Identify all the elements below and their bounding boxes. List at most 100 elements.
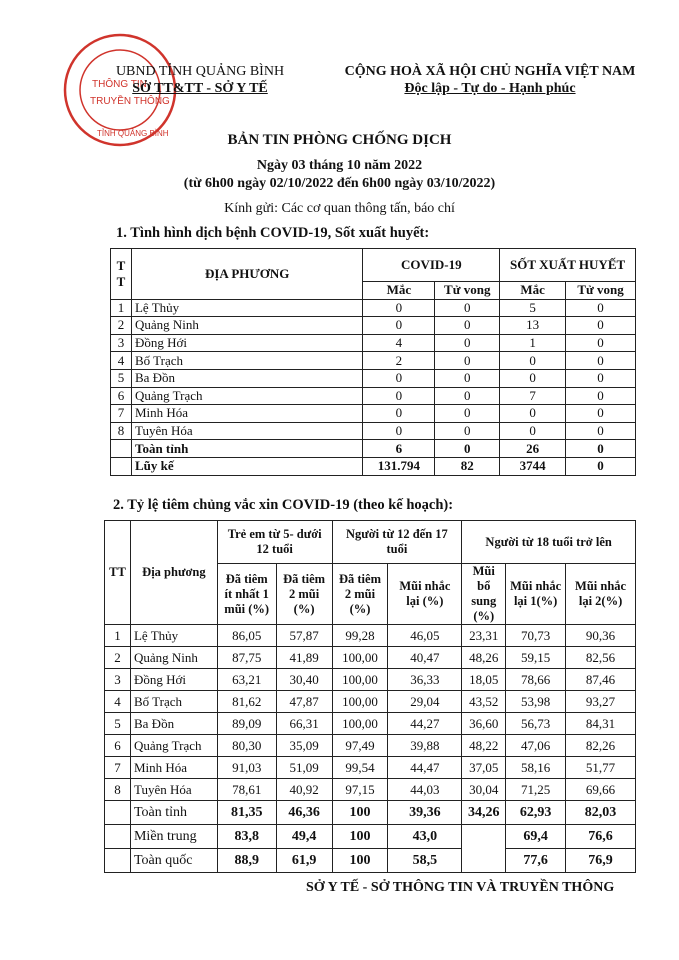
table-cell: 1 <box>499 333 567 353</box>
table-cell: 62,93 <box>505 800 567 825</box>
col-covid-deaths: Tử vong <box>434 281 501 300</box>
table-cell: Toàn tỉnh <box>130 439 364 458</box>
table-cell: 3 <box>110 333 132 353</box>
table-cell: 40,92 <box>275 778 333 801</box>
table-cell: 88,9 <box>216 848 277 873</box>
table-cell: 43,0 <box>387 824 463 849</box>
table-cell: 0 <box>499 421 567 441</box>
table-row: 1 Lệ Thủy 0 0 5 0 <box>110 298 636 318</box>
table-cell: 87,46 <box>565 668 636 691</box>
table-cell: 1 <box>104 624 131 647</box>
table-cell: 0 <box>565 386 636 406</box>
table-cell: 2 <box>110 316 132 335</box>
table-cell: 70,73 <box>505 624 567 647</box>
table-cell <box>110 456 132 476</box>
table-cell: 0 <box>362 404 436 423</box>
table-cell: 59,15 <box>505 646 567 669</box>
table-cell: Tuyên Hóa <box>129 778 218 801</box>
table-cell: Quảng Ninh <box>129 646 218 669</box>
table-cell: 41,89 <box>275 646 333 669</box>
table-cell: Quảng Ninh <box>130 316 364 335</box>
table-cell: 44,03 <box>387 778 463 801</box>
table-cell: 0 <box>434 404 501 423</box>
table-cell: 30,04 <box>461 778 507 801</box>
section2-heading: 2. Tỷ lệ tiêm chủng vắc xin COVID-19 (th… <box>113 497 454 513</box>
table-cell: 4 <box>110 351 132 370</box>
table-cell: 0 <box>565 421 636 441</box>
col-c3: Đã tiêm 2 mũi (%) <box>331 563 389 625</box>
table-cell: 82,56 <box>565 646 636 669</box>
table-cell: 4 <box>362 333 436 353</box>
table-cell: 76,6 <box>565 824 636 849</box>
table-cell: 8 <box>104 778 131 801</box>
table-cell: 0 <box>565 404 636 423</box>
table-cell: 0 <box>434 421 501 441</box>
table-cell: 44,27 <box>387 712 463 735</box>
table-cell: 0 <box>499 368 567 388</box>
table-cell: Tuyên Hóa <box>130 421 364 441</box>
table-cell: 26 <box>499 439 567 458</box>
merged-empty-cell <box>461 824 507 873</box>
disease-table: T T ĐỊA PHƯƠNG COVID-19 SỐT XUẤT HUYẾT Mắc T… <box>110 248 636 476</box>
table-cell: 58,16 <box>505 756 567 779</box>
table-row: 6 Quảng Trạch 80,30 35,09 97,49 39,88 48,22 47,… <box>104 734 636 757</box>
table-row: Toàn tỉnh 81,35 46,36 100 39,36 34,26 62,93 82,… <box>104 800 636 825</box>
col-covid: COVID-19 <box>362 248 501 282</box>
table-row: Miền trung 83,8 49,4 100 43,0 69,4 76,6 <box>104 824 636 873</box>
vaccination-table: TT Địa phương Trẻ em từ 5- dưới 12 tuổi Ngư… <box>104 520 636 873</box>
col-c6: Mũi nhắc lại 1(%) <box>505 563 567 625</box>
col-covid-cases: Mắc <box>362 281 436 300</box>
national-title: CỘNG HOÀ XÃ HỘI CHỦ NGHĨA VIỆT NAM <box>344 64 636 79</box>
table-cell: 0 <box>362 421 436 441</box>
table-cell: 57,87 <box>275 624 333 647</box>
table-cell: 0 <box>565 439 636 458</box>
table-cell: 100,00 <box>331 712 389 735</box>
table-cell: 58,5 <box>387 848 463 873</box>
table-row: Toàn quốc 88,9 61,9 100 58,5 77,6 76,9 <box>104 848 636 873</box>
table-cell: 78,61 <box>216 778 277 801</box>
table-cell: 66,31 <box>275 712 333 735</box>
table-cell: 36,33 <box>387 668 463 691</box>
table-cell: 0 <box>362 316 436 335</box>
col-place: ĐỊA PHƯƠNG <box>130 248 364 300</box>
table-cell: 82,26 <box>565 734 636 757</box>
col-sxh-deaths: Tử vong <box>565 281 636 300</box>
table-cell: 100,00 <box>331 690 389 713</box>
table-cell: 3744 <box>499 456 567 476</box>
table-cell: 0 <box>565 298 636 318</box>
table-row: 5 Ba Đồn 0 0 0 0 <box>110 368 636 388</box>
group-children: Trẻ em từ 5- dưới 12 tuổi <box>216 520 333 564</box>
table-cell: 81,35 <box>216 800 277 825</box>
bulletin-title: BẢN TIN PHÒNG CHỐNG DỊCH <box>227 132 452 148</box>
svg-text:THÔNG TIN: THÔNG TIN <box>92 77 147 90</box>
table-cell: Quảng Trạch <box>129 734 218 757</box>
table-cell: 0 <box>434 316 501 335</box>
table-cell: 61,9 <box>275 848 333 873</box>
table-row: 5 Ba Đồn 89,09 66,31 100,00 44,27 36,60 56,73 84… <box>104 712 636 735</box>
col-tt: T T <box>110 248 132 300</box>
table-cell: 0 <box>499 404 567 423</box>
table-cell: 5 <box>499 298 567 318</box>
table-row: 8 Tuyên Hóa 0 0 0 0 <box>110 421 636 441</box>
table-cell: 51,09 <box>275 756 333 779</box>
table-cell: 78,66 <box>505 668 567 691</box>
table-row: 7 Minh Hóa 0 0 0 0 <box>110 404 636 423</box>
table-cell: 100 <box>331 848 389 873</box>
table-cell: 0 <box>434 351 501 370</box>
footer-signature: SỞ Y TẾ - SỞ THÔNG TIN VÀ TRUYỀN THÔNG <box>306 880 615 895</box>
table-cell <box>104 800 131 825</box>
national-motto: Độc lập - Tự do - Hạnh phúc <box>404 81 576 96</box>
table-cell: 4 <box>104 690 131 713</box>
table-row: Lũy kế 131.794 82 3744 0 <box>110 456 636 476</box>
svg-text:TỈNH QUẢNG BÌNH: TỈNH QUẢNG BÌNH <box>97 129 169 138</box>
table-cell: Miền trung <box>129 824 218 849</box>
table-cell: 43,52 <box>461 690 507 713</box>
table-cell: 48,26 <box>461 646 507 669</box>
table-cell: 37,05 <box>461 756 507 779</box>
table-cell: 0 <box>434 298 501 318</box>
bulletin-date: Ngày 03 tháng 10 năm 2022 <box>256 158 423 173</box>
table-row: 1 Lệ Thủy 86,05 57,87 99,28 46,05 23,31 70,73 90… <box>104 624 636 647</box>
col-tt: TT <box>104 520 131 625</box>
table-cell: 18,05 <box>461 668 507 691</box>
table-row: 8 Tuyên Hóa 78,61 40,92 97,15 44,03 30,04 71,25… <box>104 778 636 801</box>
